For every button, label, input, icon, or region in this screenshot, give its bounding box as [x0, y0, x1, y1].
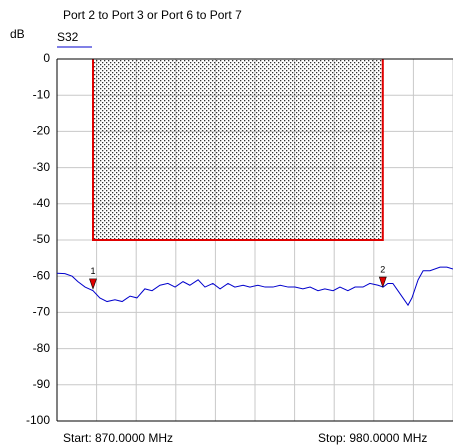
y-tick-label: 0 [43, 51, 50, 65]
y-tick-label: -90 [33, 377, 51, 391]
y-tick-label: -50 [33, 232, 51, 246]
y-tick-label: -100 [26, 413, 50, 427]
y-tick-label: -30 [33, 160, 51, 174]
marker [89, 278, 97, 290]
y-tick-label: -60 [33, 268, 51, 282]
y-tick-label: -20 [33, 124, 51, 138]
stop-label: Stop: 980.0000 MHz [318, 431, 427, 445]
start-label: Start: 870.0000 MHz [63, 431, 173, 445]
mask-limit [92, 59, 384, 241]
y-axis-label: dB [10, 27, 25, 41]
trace [56, 266, 453, 307]
legend-label: S32 [57, 30, 79, 44]
chart-title: Port 2 to Port 3 or Port 6 to Port 7 [63, 8, 242, 22]
y-tick-label: -70 [33, 305, 51, 319]
y-tick-label: -80 [33, 341, 51, 355]
mask-fill [93, 59, 383, 240]
marker-label: 1 [90, 266, 95, 276]
y-tick-label: -40 [33, 196, 51, 210]
marker-label: 2 [380, 264, 385, 274]
y-tick-label: -10 [33, 87, 51, 101]
marker [378, 276, 387, 288]
